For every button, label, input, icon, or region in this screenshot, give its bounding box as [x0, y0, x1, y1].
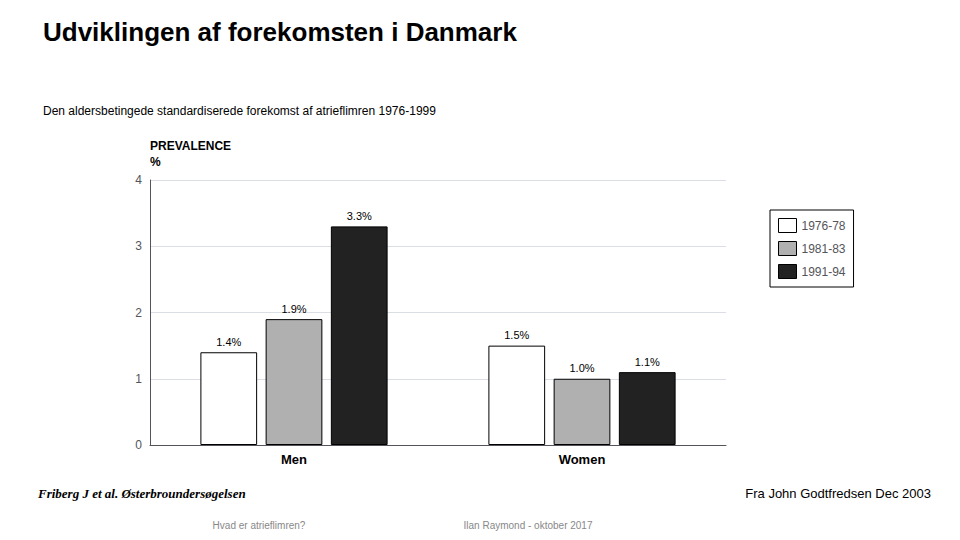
svg-text:Fra John Godtfredsen Dec 2003: Fra John Godtfredsen Dec 2003 [745, 486, 931, 501]
svg-text:Hvad er atrieflimren?: Hvad er atrieflimren? [213, 520, 306, 531]
svg-text:3.3%: 3.3% [347, 210, 372, 222]
svg-text:1981-83: 1981-83 [802, 242, 846, 256]
svg-text:2: 2 [135, 306, 142, 320]
svg-text:1.5%: 1.5% [504, 329, 529, 341]
svg-text:1: 1 [135, 372, 142, 386]
svg-text:1976-78: 1976-78 [802, 219, 846, 233]
svg-text:1991-94: 1991-94 [802, 265, 846, 279]
svg-text:4: 4 [135, 173, 142, 187]
svg-text:1.0%: 1.0% [569, 362, 594, 374]
svg-text:Men: Men [281, 452, 307, 467]
svg-text:Udviklingen af forekomsten i D: Udviklingen af forekomsten i Danmark [43, 17, 517, 47]
svg-text:%: % [150, 155, 161, 169]
svg-text:1.1%: 1.1% [635, 356, 660, 368]
svg-text:Den aldersbetingede standardis: Den aldersbetingede standardiserede fore… [43, 104, 436, 118]
svg-text:PREVALENCE: PREVALENCE [150, 139, 231, 153]
svg-text:Women: Women [559, 452, 606, 467]
svg-text:1.4%: 1.4% [216, 336, 241, 348]
svg-text:1.9%: 1.9% [281, 303, 306, 315]
svg-text:Ilan Raymond - oktober 2017: Ilan Raymond - oktober 2017 [464, 520, 593, 531]
svg-text:3: 3 [135, 239, 142, 253]
svg-text:0: 0 [135, 438, 142, 452]
svg-text:Friberg J et al. Østerbrounder: Friberg J et al. Østerbroundersøgelsen [37, 486, 246, 501]
